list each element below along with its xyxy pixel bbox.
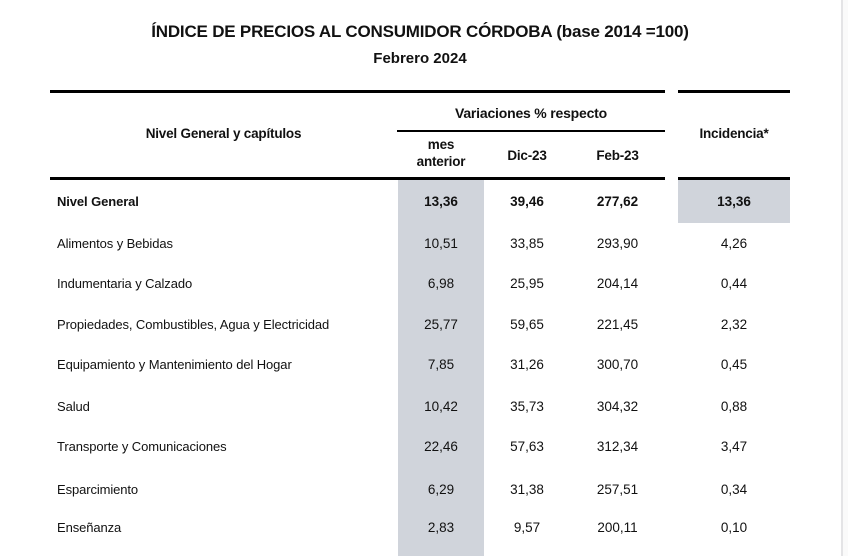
table-row-esparcimiento: Esparcimiento 6,29 31,38 257,51 0,34 <box>0 470 848 510</box>
cell-feb-23: 257,51 <box>596 482 639 497</box>
table-row-alimentos: Alimentos y Bebidas 10,51 33,85 293,90 4… <box>0 224 848 264</box>
cell-mes-anterior: 10,51 <box>424 236 458 251</box>
table-row-equipamiento: Equipamiento y Mantenimiento del Hogar 7… <box>0 345 848 385</box>
cell-incidencia: 0,45 <box>720 357 748 372</box>
cell-mes-anterior: 6,98 <box>427 276 455 291</box>
column-header-feb-23: Feb-23 <box>596 148 639 163</box>
row-label: Salud <box>57 399 90 414</box>
cell-incidencia: 0,34 <box>720 482 748 497</box>
column-header-mes-anterior: mes anterior <box>398 136 484 170</box>
mes-anterior-line2: anterior <box>416 154 466 169</box>
table-row-ensenanza: Enseñanza 2,83 9,57 200,11 0,10 <box>0 508 848 548</box>
page-right-margin-strip <box>843 0 848 556</box>
cell-incidencia: 3,47 <box>720 439 748 454</box>
cell-feb-23: 312,34 <box>596 439 639 454</box>
table-row-nivel-general: Nivel General 13,36 39,46 277,62 13,36 <box>0 180 848 223</box>
column-header-dic-23: Dic-23 <box>507 148 547 163</box>
cell-dic-23: 59,65 <box>510 317 544 332</box>
mes-anterior-line1: mes <box>427 137 455 152</box>
incidencia-top-rule <box>678 90 790 93</box>
row-label: Esparcimiento <box>57 482 139 497</box>
cell-mes-anterior: 6,29 <box>427 482 455 497</box>
table-row-propiedades: Propiedades, Combustibles, Agua y Electr… <box>0 305 848 345</box>
cell-dic-23: 31,38 <box>510 482 544 497</box>
cell-feb-23: 300,70 <box>596 357 639 372</box>
incidencia-header-bottom-rule <box>678 177 790 180</box>
cell-mes-anterior: 22,46 <box>424 439 458 454</box>
cell-dic-23: 39,46 <box>510 194 544 209</box>
cell-mes-anterior: 2,83 <box>427 520 455 535</box>
row-label: Propiedades, Combustibles, Agua y Electr… <box>57 317 330 332</box>
cell-dic-23: 31,26 <box>510 357 544 372</box>
variaciones-underline-rule <box>397 130 665 132</box>
cell-mes-anterior: 7,85 <box>427 357 455 372</box>
page-right-edge-divider <box>841 0 843 556</box>
column-header-nivel-general-y-capitulos: Nivel General y capítulos <box>145 126 302 141</box>
cell-feb-23: 293,90 <box>596 236 639 251</box>
cell-feb-23: 204,14 <box>596 276 639 291</box>
column-group-header-variaciones: Variaciones % respecto <box>454 105 607 121</box>
header-bottom-rule <box>50 177 665 180</box>
row-label: Nivel General <box>57 194 139 209</box>
cell-incidencia: 0,44 <box>720 276 748 291</box>
cell-incidencia: 0,10 <box>720 520 748 535</box>
row-label: Enseñanza <box>57 520 122 535</box>
cell-incidencia: 2,32 <box>720 317 748 332</box>
cell-feb-23: 277,62 <box>596 194 639 209</box>
cell-mes-anterior: 13,36 <box>424 194 458 209</box>
table-row-transporte: Transporte y Comunicaciones 22,46 57,63 … <box>0 427 848 467</box>
table-top-rule <box>50 90 665 93</box>
page-title: ÍNDICE DE PRECIOS AL CONSUMIDOR CÓRDOBA … <box>151 22 689 41</box>
cell-dic-23: 33,85 <box>510 236 544 251</box>
cell-feb-23: 221,45 <box>596 317 639 332</box>
cell-mes-anterior: 10,42 <box>424 399 458 414</box>
page-subtitle: Febrero 2024 <box>373 50 467 67</box>
row-label: Indumentaria y Calzado <box>57 276 193 291</box>
cell-dic-23: 35,73 <box>510 399 544 414</box>
cell-incidencia: 13,36 <box>717 194 751 209</box>
column-header-incidencia: Incidencia* <box>699 126 769 141</box>
row-label: Equipamiento y Mantenimiento del Hogar <box>57 357 292 372</box>
cell-mes-anterior: 25,77 <box>424 317 458 332</box>
cell-dic-23: 57,63 <box>510 439 544 454</box>
table-row-indumentaria: Indumentaria y Calzado 6,98 25,95 204,14… <box>0 264 848 304</box>
row-label: Transporte y Comunicaciones <box>57 439 227 454</box>
mes-anterior-highlight-column <box>398 180 484 556</box>
cell-dic-23: 9,57 <box>513 520 541 535</box>
nivel-general-incidencia-highlight <box>678 180 790 223</box>
table-row-salud: Salud 10,42 35,73 304,32 0,88 <box>0 387 848 427</box>
cell-feb-23: 200,11 <box>597 520 638 535</box>
cell-incidencia: 4,26 <box>720 236 748 251</box>
cell-dic-23: 25,95 <box>510 276 544 291</box>
row-label: Alimentos y Bebidas <box>57 236 173 251</box>
cell-incidencia: 0,88 <box>720 399 748 414</box>
cell-feb-23: 304,32 <box>596 399 639 414</box>
